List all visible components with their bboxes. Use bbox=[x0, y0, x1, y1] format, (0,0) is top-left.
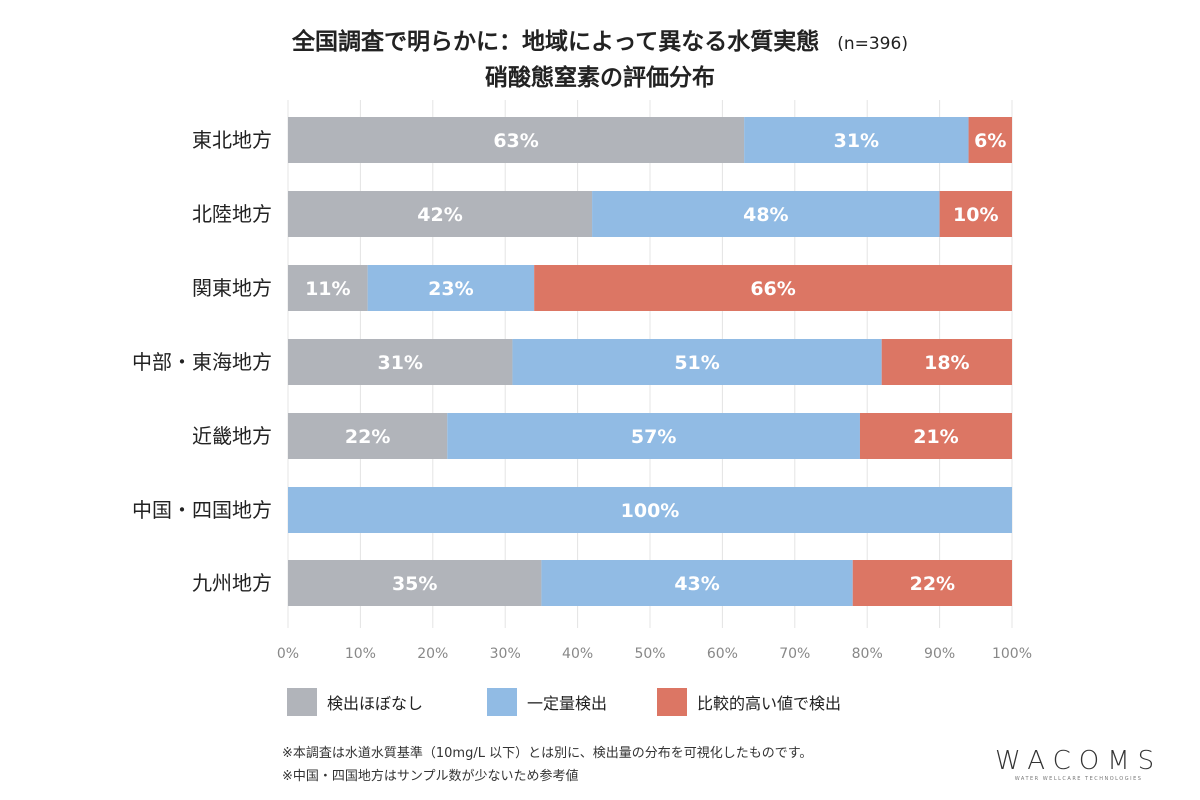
plot-area: 0% 10% 20% 30% 40% 50% 60% 70% 80% 90% 100% 東北地方 63%… bbox=[132, 100, 1032, 662]
bar-segment bbox=[744, 117, 969, 163]
x-tick-label: 70% bbox=[779, 646, 810, 662]
bar-segment bbox=[367, 265, 535, 311]
data-label: 43% bbox=[674, 573, 719, 595]
data-label: 6% bbox=[974, 130, 1006, 152]
data-label: 51% bbox=[674, 352, 719, 374]
data-label: 57% bbox=[631, 426, 676, 448]
data-label: 31% bbox=[377, 352, 422, 374]
data-label: 35% bbox=[392, 573, 437, 595]
data-label: 31% bbox=[834, 130, 879, 152]
category-label: 九州地方 bbox=[192, 571, 272, 595]
legend-label: 一定量検出 bbox=[527, 694, 608, 713]
data-label: 22% bbox=[345, 426, 390, 448]
data-label: 100% bbox=[621, 500, 680, 522]
legend-label: 比較的高い値で検出 bbox=[697, 694, 842, 713]
legend-swatch bbox=[287, 688, 317, 716]
sample-size: (n=396) bbox=[837, 34, 908, 54]
footnote-1: ※本調査は水道水質基準（10mg/L 以下）とは別に、検出量の分布を可視化したも… bbox=[282, 746, 813, 761]
bar-segment bbox=[541, 560, 853, 606]
x-tick-label: 10% bbox=[345, 646, 376, 662]
category-label: 東北地方 bbox=[192, 128, 272, 152]
data-label: 66% bbox=[750, 278, 795, 300]
bar-segment bbox=[939, 191, 1012, 237]
x-tick-label: 80% bbox=[852, 646, 883, 662]
legend-label: 検出ほぼなし bbox=[327, 694, 424, 713]
legend-item: 比較的高い値で検出 bbox=[657, 688, 841, 716]
x-tick-label: 100% bbox=[992, 646, 1032, 662]
bar-segment bbox=[881, 339, 1012, 385]
bar-segment bbox=[288, 265, 368, 311]
data-label: 10% bbox=[953, 204, 998, 226]
data-label: 18% bbox=[924, 352, 969, 374]
title-text: 全国調査で明らかに：地域によって異なる水質実態 bbox=[292, 29, 820, 55]
bar-segment bbox=[288, 560, 542, 606]
bar-segment bbox=[968, 117, 1012, 163]
category-label: 近畿地方 bbox=[192, 424, 272, 448]
bar-segment bbox=[288, 117, 745, 163]
bar-segment bbox=[288, 191, 593, 237]
data-label: 21% bbox=[913, 426, 958, 448]
data-label: 42% bbox=[417, 204, 462, 226]
legend-item: 一定量検出 bbox=[487, 688, 607, 716]
x-tick-label: 90% bbox=[924, 646, 955, 662]
legend-swatch bbox=[657, 688, 687, 716]
x-tick-label: 40% bbox=[562, 646, 593, 662]
x-tick-label: 60% bbox=[707, 646, 738, 662]
bar-segment bbox=[859, 413, 1012, 459]
data-label: 22% bbox=[910, 573, 955, 595]
data-label: 11% bbox=[305, 278, 350, 300]
wacoms-logo: WACOMS WATER WELLCARE TECHNOLOGIES bbox=[995, 746, 1163, 782]
bar-segment bbox=[534, 265, 1012, 311]
bar-segment bbox=[592, 191, 940, 237]
bar-segment bbox=[288, 487, 1012, 533]
data-label: 48% bbox=[743, 204, 788, 226]
data-label: 63% bbox=[493, 130, 538, 152]
chart-title: 全国調査で明らかに：地域によって異なる水質実態 (n=396) bbox=[0, 22, 1200, 56]
bar-segment bbox=[288, 339, 513, 385]
legend-item: 検出ほぼなし bbox=[287, 688, 423, 716]
legend-swatch bbox=[487, 688, 517, 716]
bar-segment bbox=[447, 413, 860, 459]
x-tick-label: 20% bbox=[417, 646, 448, 662]
bar-segment bbox=[288, 413, 448, 459]
category-label: 関東地方 bbox=[192, 276, 272, 300]
x-tick-label: 50% bbox=[634, 646, 665, 662]
bar-segment bbox=[512, 339, 882, 385]
category-label: 中国・四国地方 bbox=[132, 498, 272, 522]
x-tick-label: 0% bbox=[277, 646, 299, 662]
category-label: 中部・東海地方 bbox=[132, 350, 272, 374]
x-tick-label: 30% bbox=[490, 646, 521, 662]
bar-segment bbox=[852, 560, 1012, 606]
data-label: 23% bbox=[428, 278, 473, 300]
category-label: 北陸地方 bbox=[192, 202, 272, 226]
chart-subtitle: 硝酸態窒素の評価分布 bbox=[485, 65, 715, 91]
footnote-2: ※中国・四国地方はサンプル数が少ないため参考値 bbox=[282, 769, 579, 784]
